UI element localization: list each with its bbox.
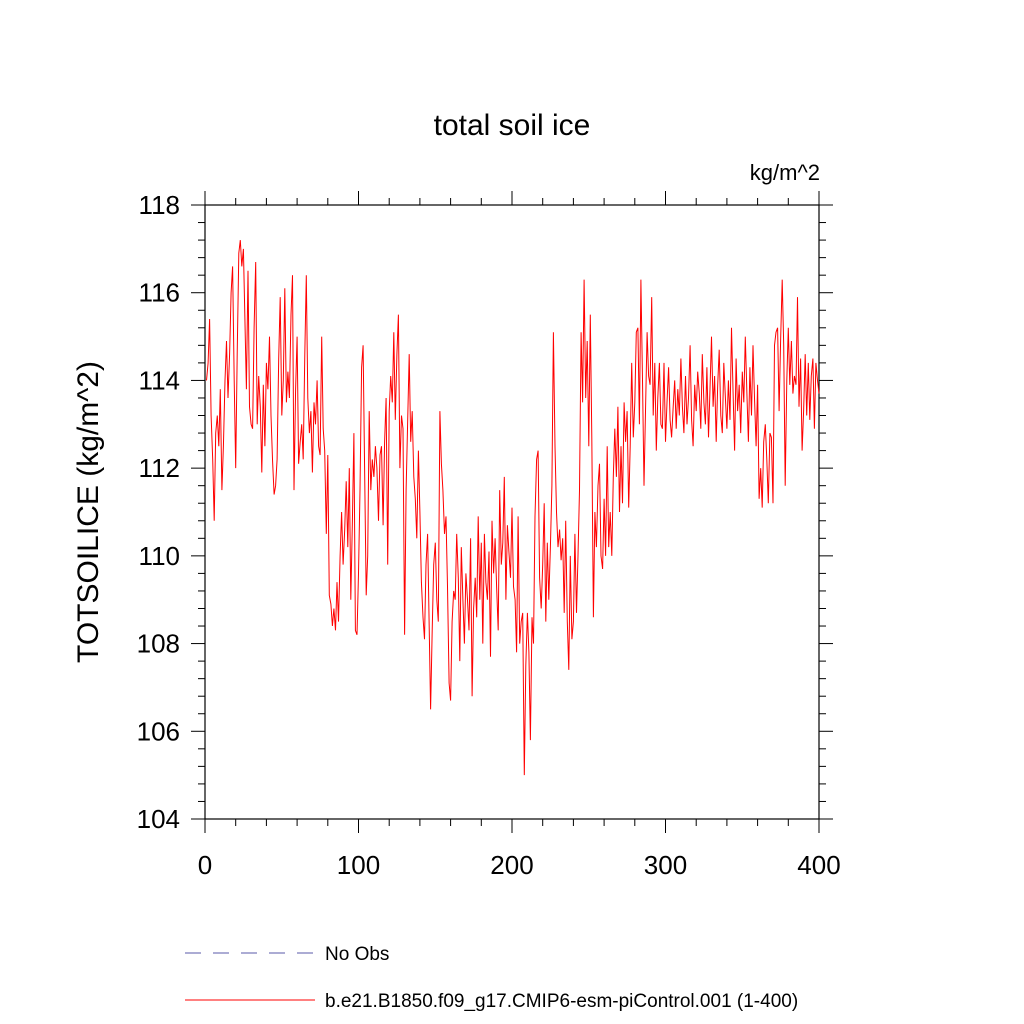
y-tick-label: 116	[139, 278, 180, 308]
legend-label-model: b.e21.B1850.f09_g17.CMIP6-esm-piControl.…	[325, 991, 798, 1012]
y-axis-label: TOTSOILICE (kg/m^2)	[72, 361, 105, 663]
units-label: kg/m^2	[750, 160, 820, 185]
x-tick-label: 100	[337, 850, 380, 880]
x-tick-label: 300	[644, 850, 687, 880]
plot-area	[204, 204, 820, 820]
series-line	[206, 240, 820, 776]
y-tick-label: 104	[137, 804, 180, 834]
y-tick-label: 112	[139, 453, 180, 483]
x-tick-label: 0	[198, 850, 212, 880]
legend-label-no-obs: No Obs	[325, 944, 389, 965]
y-tick-label: 114	[139, 365, 180, 395]
y-tick-label: 118	[139, 190, 180, 220]
y-tick-label: 110	[139, 541, 180, 571]
axis-tick-labels: 0 100 200 300 400 104 106 108 110 112 114 116 118	[137, 190, 841, 880]
axis-ticks	[191, 191, 833, 833]
y-tick-label: 106	[137, 716, 180, 746]
chart-title: total soil ice	[434, 109, 591, 142]
x-tick-label: 400	[797, 850, 840, 880]
y-tick-label: 108	[137, 629, 180, 659]
legend: No Obs b.e21.B1850.f09_g17.CMIP6-esm-piC…	[185, 944, 798, 1012]
x-tick-label: 200	[490, 850, 533, 880]
